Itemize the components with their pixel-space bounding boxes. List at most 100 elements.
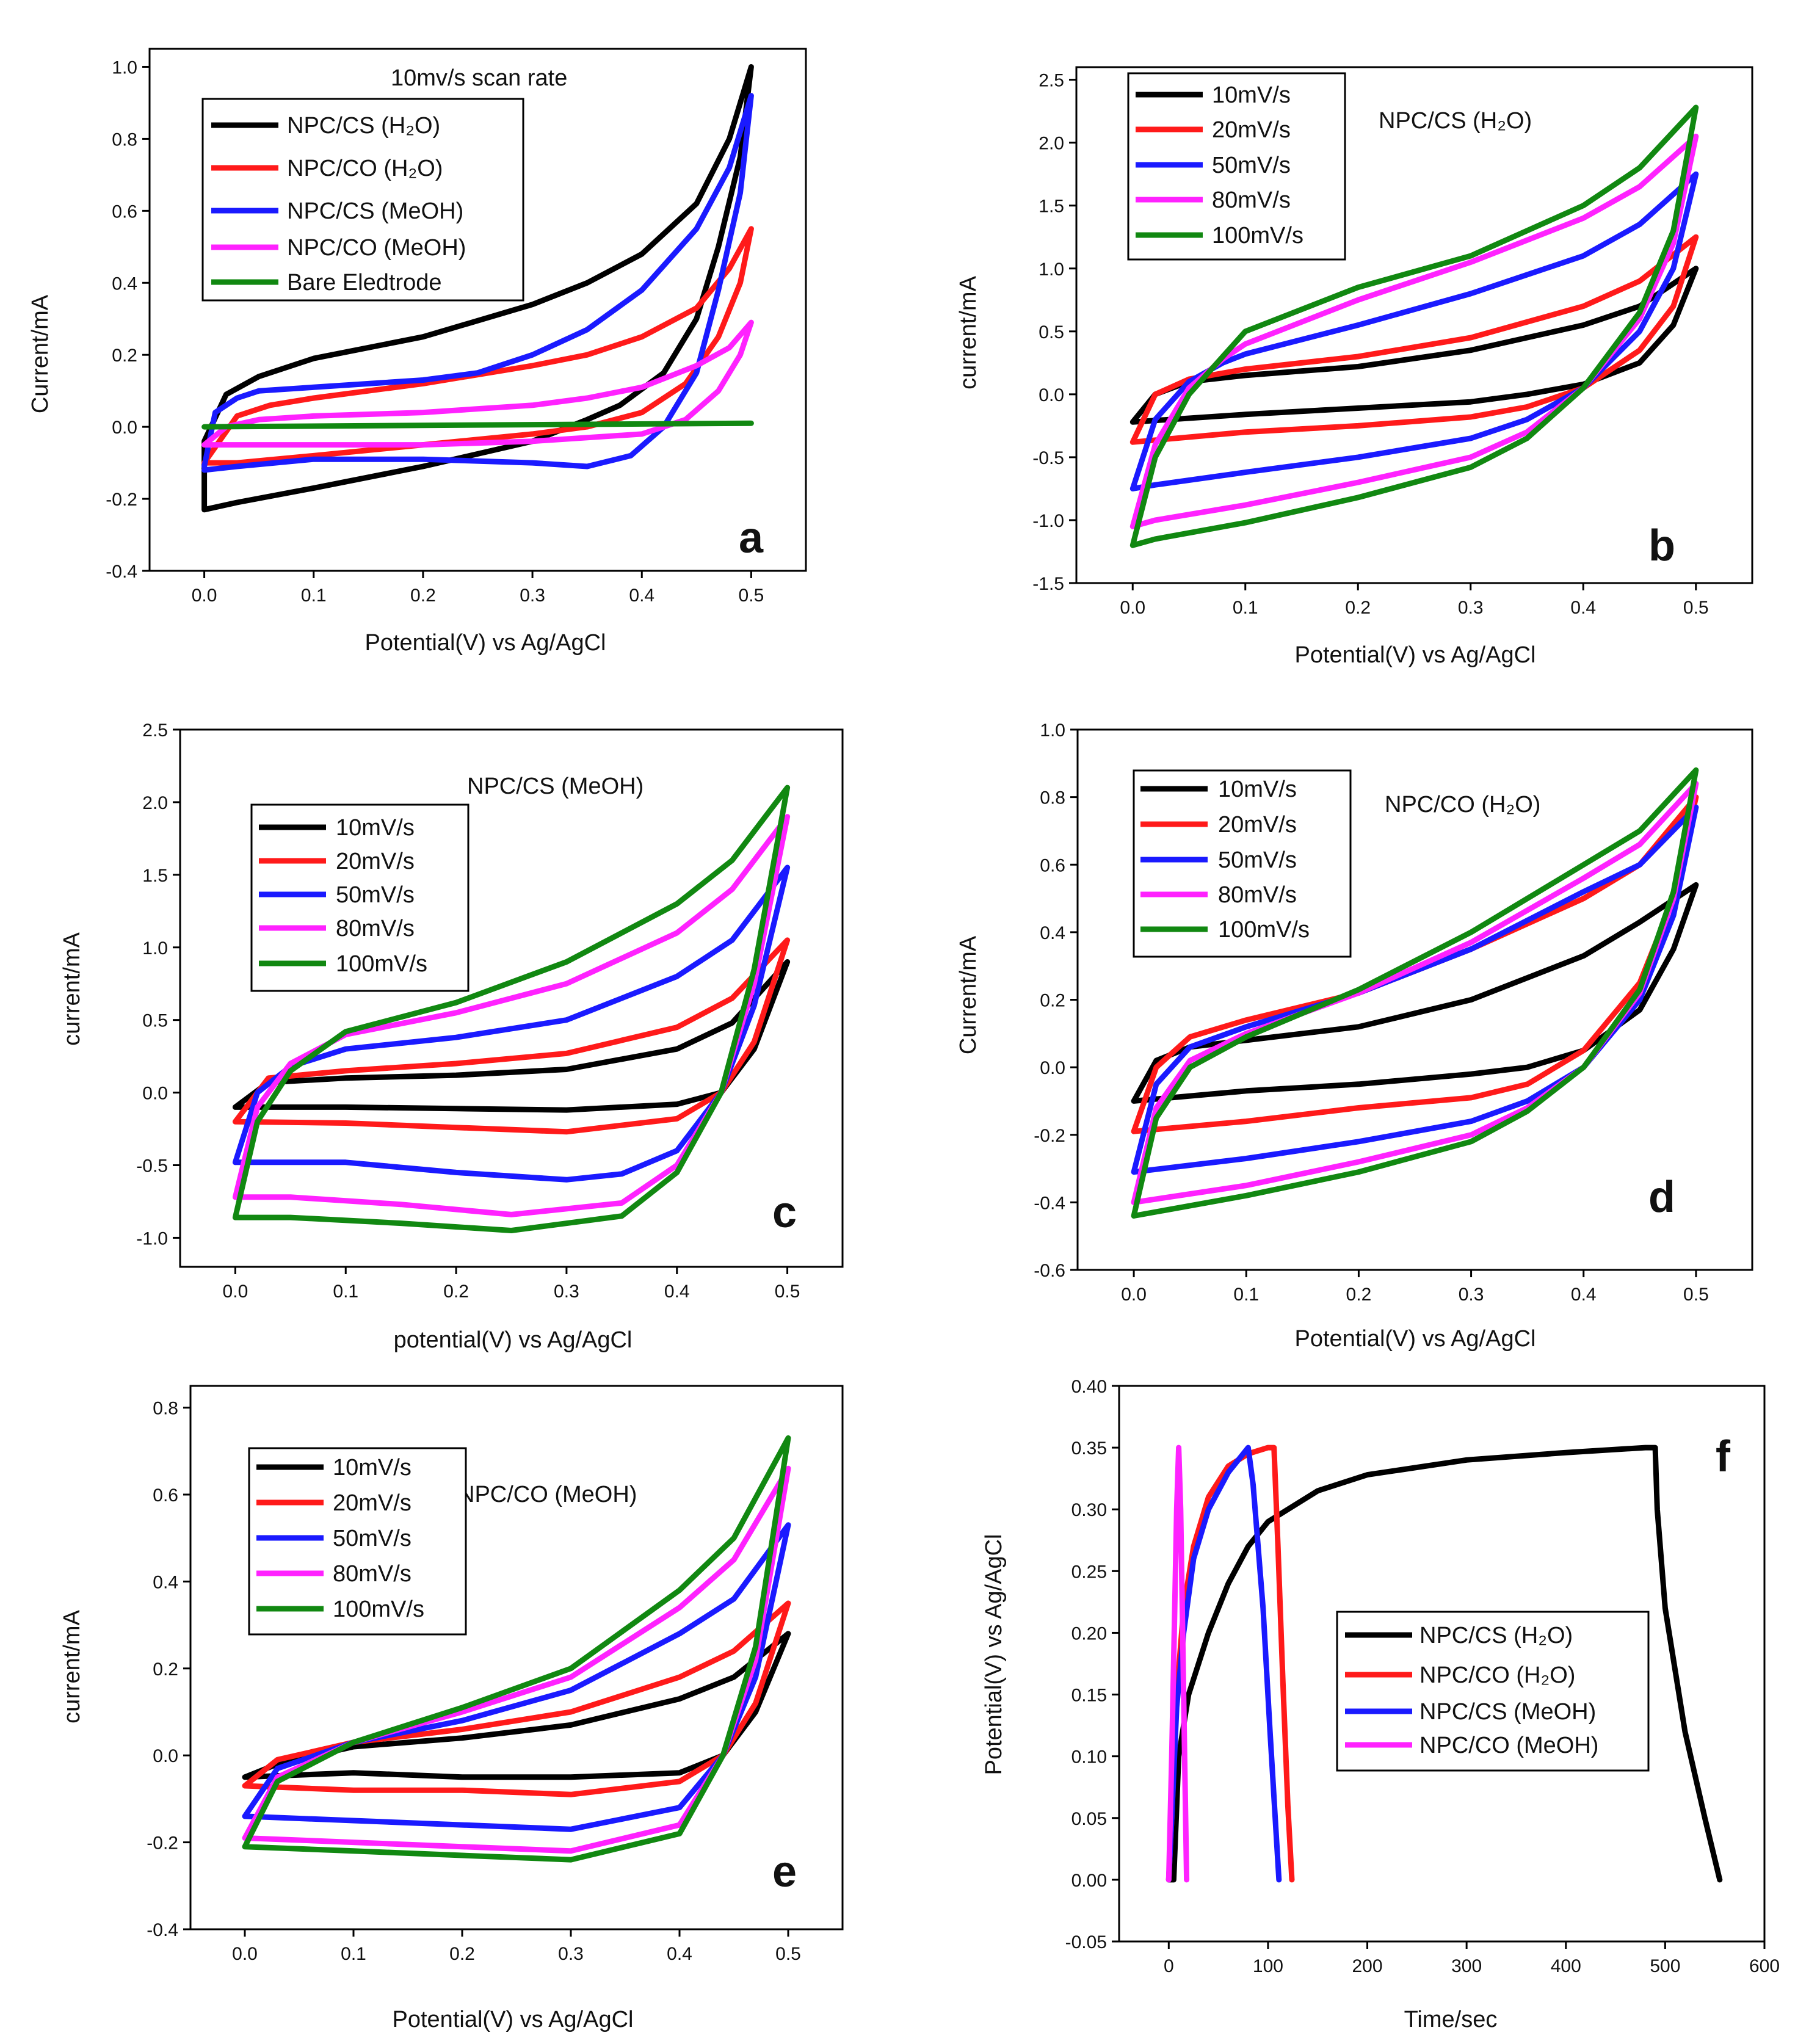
- series-100mv-s-line: [242, 1435, 791, 1863]
- x-tick-label: 0.1: [341, 1944, 366, 1964]
- y-tick-label: -1.0: [136, 1228, 168, 1249]
- plot-frame-a: [148, 48, 807, 572]
- panel-f-xlabel: Time/sec: [1404, 2007, 1498, 2032]
- legend-label-10mvs: 10mV/s: [333, 1455, 411, 1481]
- legend-label-20mvs: 20mV/s: [333, 1490, 411, 1516]
- panel-d-ylabel: Current/mA: [955, 935, 981, 1054]
- legend-label-bare-electrode: Bare Eledtrode: [287, 270, 442, 295]
- x-tick-label: 0.4: [667, 1944, 692, 1964]
- legend-label-20mvs: 20mV/s: [1212, 117, 1291, 143]
- y-tick-label: 0.25: [1071, 1562, 1107, 1582]
- legend-label-npc-co-h2o: NPC/CO (H₂O): [287, 156, 443, 181]
- plot-frame-c: [179, 728, 844, 1268]
- y-tick-label: 1.0: [1040, 720, 1065, 741]
- x-tick-label: 0.3: [1458, 598, 1484, 618]
- y-tick-label: 0.2: [112, 346, 137, 366]
- x-tick-label: 0.4: [664, 1282, 690, 1302]
- panel-e-xlabel: Potential(V) vs Ag/AgCl: [393, 2007, 634, 2032]
- y-tick-label: 0.0: [112, 418, 137, 438]
- x-tick-label: 0.5: [775, 1282, 800, 1302]
- panel-b-ylabel: current/mA: [955, 275, 981, 389]
- x-tick-label: 0.4: [1571, 1285, 1597, 1305]
- legend-label-10mvs: 10mV/s: [1212, 82, 1291, 108]
- y-tick-label: 0.30: [1071, 1500, 1107, 1520]
- y-tick-label: 0.5: [1039, 322, 1064, 343]
- y-tick-label: 1.0: [142, 938, 168, 959]
- x-tick-label: 0.5: [1683, 598, 1709, 618]
- y-tick-label: -0.4: [147, 1920, 178, 1940]
- legend-label-npc-co-meoh: NPC/CO (MeOH): [1419, 1733, 1598, 1758]
- panel-a: 0.0 0.1 0.2 0.3 0.4 0.5 -0.4 -0.2 0.0 0.2 0.4 0.6 0.…: [27, 48, 807, 656]
- x-tick-label: 0.4: [1570, 598, 1596, 618]
- x-tick-label: 0.0: [192, 585, 217, 606]
- panel-f: 0 100 200 300 400 500 600 -0.05 0.00 0.05 0.10 0.15…: [981, 1377, 1780, 2032]
- y-tick-label: 0.4: [1040, 923, 1065, 943]
- legend-label-20mvs: 20mV/s: [336, 849, 415, 874]
- panel-d-letter: d: [1648, 1173, 1675, 1222]
- legend-label-80mvs: 80mV/s: [1212, 187, 1291, 213]
- panel-f-ylabel: Potential(V) vs Ag/AgCl: [981, 1534, 1007, 1775]
- series-20mv-s-line: [232, 937, 791, 1135]
- legend-label-npc-cs-meoh: NPC/CS (MeOH): [287, 198, 463, 224]
- series-npc-co-meoh-line: [201, 319, 754, 448]
- panel-d-xlabel: Potential(V) vs Ag/AgCl: [1295, 1326, 1536, 1352]
- panel-e-letter: e: [772, 1847, 797, 1896]
- series-20mv-s-line: [1129, 234, 1699, 445]
- y-tick-label: 0.0: [142, 1084, 168, 1104]
- x-tick-label: 0.3: [1459, 1285, 1484, 1305]
- panel-b-xlabel: Potential(V) vs Ag/AgCl: [1295, 642, 1536, 668]
- y-tick-label: 0.15: [1071, 1686, 1107, 1706]
- panel-e-ylabel: current/mA: [59, 1609, 85, 1723]
- x-tick-label: 0.4: [629, 585, 654, 606]
- panel-e-legend: 10mV/s 20mV/s 50mV/s 80mV/s 100mV/s: [248, 1447, 467, 1636]
- x-tick-label: 0.5: [739, 585, 764, 606]
- legend-label-100mvs: 100mV/s: [1218, 917, 1310, 943]
- y-tick-label: 0.5: [142, 1011, 168, 1031]
- panel-a-letter: a: [739, 513, 764, 562]
- y-tick-label: -1.5: [1032, 574, 1064, 594]
- y-tick-label: 0.4: [153, 1572, 178, 1592]
- x-tick-label: 0.1: [1233, 1285, 1259, 1305]
- y-tick-label: -0.4: [1034, 1193, 1065, 1213]
- y-tick-label: -0.6: [1034, 1261, 1065, 1281]
- panel-d-annotation: NPC/CO (H₂O): [1385, 792, 1540, 817]
- x-tick-label: 0.1: [301, 585, 327, 606]
- panel-b-legend: 10mV/s 20mV/s 50mV/s 80mV/s 100mV/s: [1127, 72, 1346, 261]
- x-tick-label: 300: [1451, 1956, 1482, 1976]
- series-50mv-s-line: [1129, 171, 1699, 491]
- x-tick-label: 0.2: [410, 585, 436, 606]
- y-tick-label: 0.0: [1039, 385, 1064, 405]
- y-tick-label: 0.8: [112, 129, 137, 150]
- panel-a-xlabel: Potential(V) vs Ag/AgCl: [365, 630, 606, 656]
- series-20mv-s-line: [242, 1600, 791, 1797]
- panel-d: 0.0 0.1 0.2 0.3 0.4 0.5 -0.6 -0.4 -0.2 0.0 0.2 0.4 0…: [955, 720, 1753, 1352]
- panel-b: 0.0 0.1 0.2 0.3 0.4 0.5 -1.5 -1.0 -0.5 0.0 0.5 1.0 1…: [955, 66, 1753, 668]
- plot-frame-e: [189, 1385, 844, 1930]
- x-tick-label: 0.0: [1121, 1285, 1147, 1305]
- series-10mv-s-line: [1129, 266, 1699, 425]
- panel-a-annotation: 10mv/s scan rate: [391, 65, 567, 91]
- legend-label-npc-cs-h2o: NPC/CS (H₂O): [1419, 1623, 1573, 1648]
- series-10mv-s-line: [242, 1631, 791, 1780]
- series-50mv-s-line: [232, 865, 791, 1183]
- series-npc-cs-meoh-line: [1166, 1445, 1282, 1883]
- legend-label-50mvs: 50mV/s: [336, 882, 415, 908]
- y-tick-label: 0.0: [1040, 1058, 1065, 1078]
- panel-a-ylabel: Current/mA: [27, 294, 53, 413]
- x-tick-label: 400: [1551, 1956, 1581, 1976]
- legend-label-npc-co-h2o: NPC/CO (H₂O): [1419, 1662, 1575, 1688]
- panel-f-legend: NPC/CS (H₂O) NPC/CO (H₂O) NPC/CS (MeOH) …: [1336, 1611, 1650, 1772]
- panel-f-letter: f: [1716, 1432, 1731, 1481]
- legend-label-50mvs: 50mV/s: [1212, 153, 1291, 178]
- legend-label-10mvs: 10mV/s: [336, 815, 415, 841]
- legend-label-npc-co-meoh: NPC/CO (MeOH): [287, 235, 466, 261]
- x-tick-label: 0.1: [1233, 598, 1258, 618]
- panel-c-xlabel: potential(V) vs Ag/AgCl: [394, 1327, 633, 1353]
- x-tick-label: 0.5: [1683, 1285, 1709, 1305]
- y-tick-label: 0.8: [153, 1399, 178, 1419]
- y-tick-label: 0.6: [1040, 855, 1065, 875]
- panel-c: 0.0 0.1 0.2 0.3 0.4 0.5 -1.0 -0.5 0.0 0.5 1.0 1.5 2.…: [59, 720, 844, 1353]
- panel-a-legend: NPC/CS (H₂O) NPC/CO (H₂O) NPC/CS (MeOH) …: [201, 98, 524, 302]
- y-tick-label: 0.20: [1071, 1623, 1107, 1644]
- y-tick-label: 0.6: [112, 201, 137, 222]
